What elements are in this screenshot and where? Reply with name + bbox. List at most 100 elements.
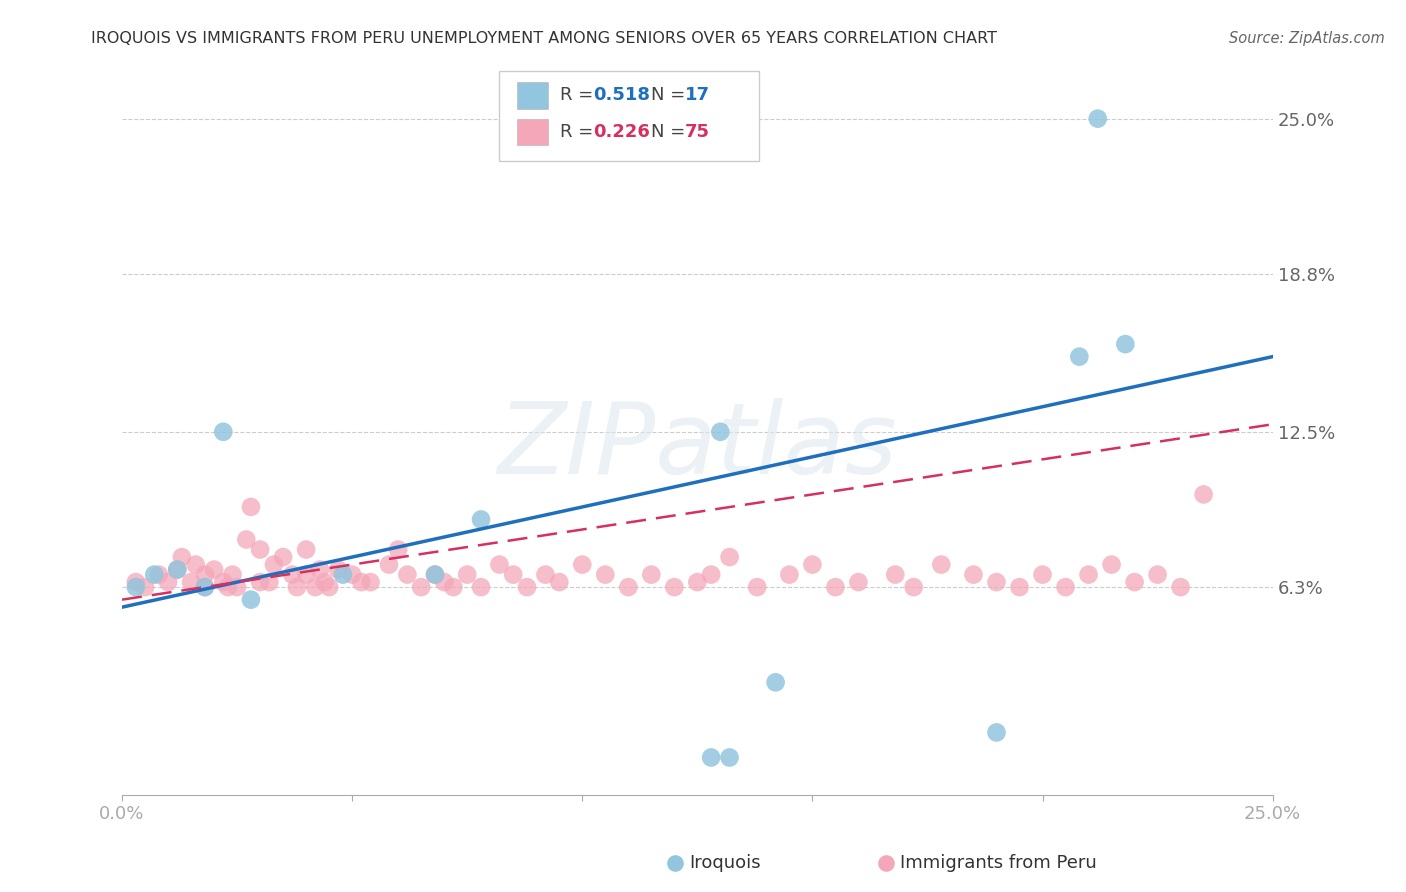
Text: 0.226: 0.226: [593, 123, 650, 141]
Point: [824, 580, 846, 594]
Point: [1077, 567, 1099, 582]
Point: [534, 567, 557, 582]
Point: [194, 580, 217, 594]
Point: [718, 750, 741, 764]
Point: [125, 575, 148, 590]
Point: [304, 580, 326, 594]
Point: [1008, 580, 1031, 594]
Point: [350, 575, 373, 590]
Point: [1101, 558, 1123, 572]
Point: [411, 580, 433, 594]
Point: [263, 558, 285, 572]
Point: [194, 567, 217, 582]
Text: Iroquois: Iroquois: [689, 855, 761, 872]
Point: [285, 580, 308, 594]
Point: [423, 567, 446, 582]
Point: [617, 580, 640, 594]
Point: [1054, 580, 1077, 594]
Point: [502, 567, 524, 582]
Point: [318, 580, 340, 594]
Point: [700, 567, 723, 582]
Text: 0.518: 0.518: [593, 87, 651, 104]
Point: [202, 563, 225, 577]
Point: [378, 558, 401, 572]
Point: [423, 567, 446, 582]
Point: [134, 580, 156, 594]
Point: [986, 575, 1008, 590]
Point: [281, 567, 304, 582]
Point: [295, 567, 318, 582]
Point: [884, 567, 907, 582]
Point: [212, 425, 235, 439]
Point: [765, 675, 787, 690]
Point: [170, 550, 193, 565]
Text: R =: R =: [560, 123, 599, 141]
Point: [360, 575, 382, 590]
Point: [180, 575, 202, 590]
Point: [686, 575, 709, 590]
Point: [1031, 567, 1053, 582]
Point: [271, 550, 294, 565]
Point: [1069, 350, 1091, 364]
Point: [986, 725, 1008, 739]
Text: N =: N =: [651, 123, 690, 141]
Point: [640, 567, 662, 582]
Point: [571, 558, 593, 572]
Point: [212, 575, 235, 590]
Point: [709, 425, 731, 439]
Point: [962, 567, 984, 582]
Point: [801, 558, 824, 572]
Point: [595, 567, 617, 582]
Text: Immigrants from Peru: Immigrants from Peru: [900, 855, 1097, 872]
Point: [700, 750, 723, 764]
Point: [194, 580, 217, 594]
Point: [1170, 580, 1192, 594]
Point: [328, 563, 350, 577]
Point: [249, 542, 271, 557]
Point: [295, 542, 318, 557]
Text: ZIPatlas: ZIPatlas: [498, 398, 897, 495]
Text: 17: 17: [685, 87, 710, 104]
Point: [470, 580, 492, 594]
Text: Source: ZipAtlas.com: Source: ZipAtlas.com: [1229, 31, 1385, 46]
Point: [441, 580, 464, 594]
Point: [125, 580, 148, 594]
Point: [249, 575, 271, 590]
Point: [217, 580, 239, 594]
Point: [1146, 567, 1168, 582]
Point: [166, 563, 188, 577]
Point: [903, 580, 925, 594]
Point: [470, 512, 492, 526]
Point: [1123, 575, 1146, 590]
Point: [848, 575, 870, 590]
Point: [184, 558, 207, 572]
Point: [239, 500, 262, 514]
Text: IROQUOIS VS IMMIGRANTS FROM PERU UNEMPLOYMENT AMONG SENIORS OVER 65 YEARS CORREL: IROQUOIS VS IMMIGRANTS FROM PERU UNEMPLO…: [91, 31, 997, 46]
Point: [314, 575, 336, 590]
Point: [664, 580, 686, 594]
Point: [148, 567, 170, 582]
Point: [387, 542, 409, 557]
Text: R =: R =: [560, 87, 599, 104]
Text: 75: 75: [685, 123, 710, 141]
Point: [221, 567, 243, 582]
Point: [1192, 487, 1215, 501]
Point: [166, 563, 188, 577]
Point: [718, 550, 741, 565]
Point: [340, 567, 363, 582]
Point: [929, 558, 952, 572]
Point: [332, 567, 354, 582]
Point: [778, 567, 800, 582]
Point: [747, 580, 769, 594]
Point: [1114, 337, 1136, 351]
Point: [548, 575, 571, 590]
Point: [396, 567, 419, 582]
Point: [433, 575, 456, 590]
Point: [516, 580, 538, 594]
Point: [239, 592, 262, 607]
Point: [488, 558, 510, 572]
Point: [143, 567, 166, 582]
Point: [309, 563, 332, 577]
Point: [226, 580, 249, 594]
Point: [235, 533, 257, 547]
